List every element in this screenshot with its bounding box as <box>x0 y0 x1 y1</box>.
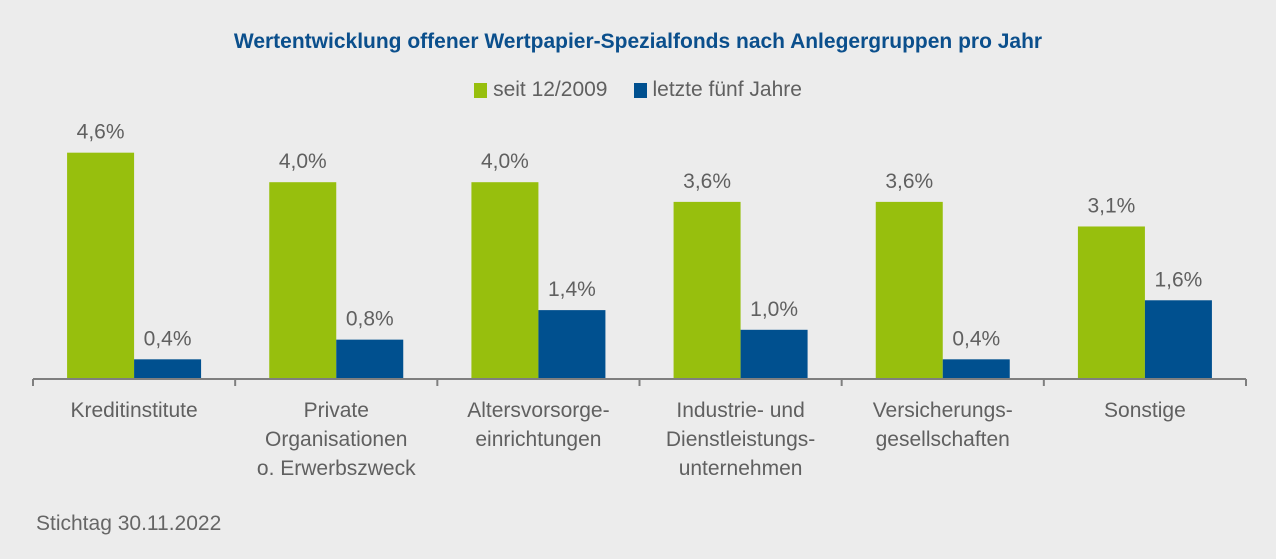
bar-seit-2009 <box>875 201 943 379</box>
bar-seit-2009 <box>67 152 135 379</box>
legend-label: letzte fünf Jahre <box>652 78 802 101</box>
legend-label: seit 12/2009 <box>493 78 608 101</box>
category-label: Private <box>304 399 369 422</box>
bar-fuenf-jahre <box>1144 300 1212 379</box>
category-label: unternehmen <box>679 457 803 480</box>
category-label: Altersvorsorge- <box>467 399 609 422</box>
data-label: 4,0% <box>481 150 529 173</box>
category-label: Industrie- und <box>676 399 804 422</box>
bar-fuenf-jahre <box>336 339 404 379</box>
bar-fuenf-jahre <box>942 359 1010 379</box>
data-label: 0,4% <box>144 327 192 350</box>
data-label: 1,6% <box>1154 268 1202 291</box>
category-label: einrichtungen <box>475 428 601 451</box>
category-label: gesellschaften <box>876 428 1010 451</box>
legend-item-fuenf-jahre: letzte fünf Jahre <box>633 78 802 102</box>
category-label: o. Erwerbszweck <box>257 457 416 480</box>
data-label: 4,0% <box>279 150 327 173</box>
legend: seit 12/2009 letzte fünf Jahre <box>0 78 1276 102</box>
data-label: 0,8% <box>346 308 394 331</box>
bar-seit-2009 <box>269 182 337 379</box>
bar-seit-2009 <box>673 201 741 379</box>
data-label: 3,6% <box>885 170 933 193</box>
data-label: 3,1% <box>1087 194 1135 217</box>
bar-fuenf-jahre <box>740 329 808 379</box>
category-label: Sonstige <box>1104 399 1186 422</box>
category-label: Versicherungs- <box>873 399 1013 422</box>
data-label: 3,6% <box>683 170 731 193</box>
legend-swatch-blue <box>633 82 647 98</box>
data-label: 0,4% <box>952 327 1000 350</box>
bar-fuenf-jahre <box>538 310 606 379</box>
data-label: 1,0% <box>750 298 798 321</box>
bar-seit-2009 <box>471 182 539 379</box>
legend-item-seit-2009: seit 12/2009 <box>474 78 608 102</box>
data-label: 1,4% <box>548 278 596 301</box>
category-label: Dienstleistungs- <box>666 428 815 451</box>
legend-swatch-green <box>474 82 488 98</box>
footer-date: Stichtag 30.11.2022 <box>36 512 222 535</box>
bar-fuenf-jahre <box>134 359 202 379</box>
data-label: 4,6% <box>77 121 125 144</box>
bar-seit-2009 <box>1077 226 1145 379</box>
category-label: Kreditinstitute <box>70 399 197 422</box>
category-label: Organisationen <box>265 428 407 451</box>
chart-title: Wertentwicklung offener Wertpapier-Spezi… <box>233 30 1043 53</box>
